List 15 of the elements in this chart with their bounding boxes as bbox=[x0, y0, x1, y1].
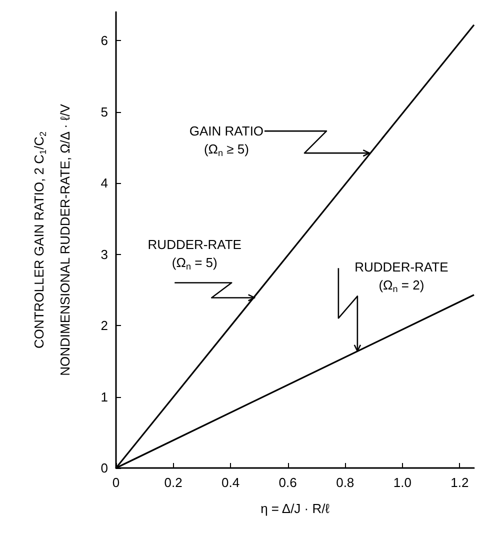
y-tick-label: 0 bbox=[100, 460, 108, 476]
x-tick-label: 0 bbox=[112, 475, 120, 490]
y-tick-label: 1 bbox=[100, 389, 108, 404]
y-tick-label: 3 bbox=[100, 246, 108, 262]
x-tick-label: 0.4 bbox=[222, 475, 240, 490]
y-tick-label: 4 bbox=[100, 176, 108, 190]
y-tick-label: 6 bbox=[100, 33, 108, 48]
x-axis-title: η = Δ/J · R/ℓ bbox=[260, 501, 330, 516]
x-tick-label: 1.2 bbox=[450, 475, 469, 490]
y-tick-label: 5 bbox=[100, 104, 108, 120]
x-tick-label: 0.8 bbox=[336, 475, 354, 490]
x-tick-label: 0.6 bbox=[278, 475, 297, 490]
x-tick-label: 1.0 bbox=[393, 475, 412, 490]
x-tick-label: 0.2 bbox=[164, 475, 182, 490]
y-tick-label: 2 bbox=[100, 318, 108, 333]
